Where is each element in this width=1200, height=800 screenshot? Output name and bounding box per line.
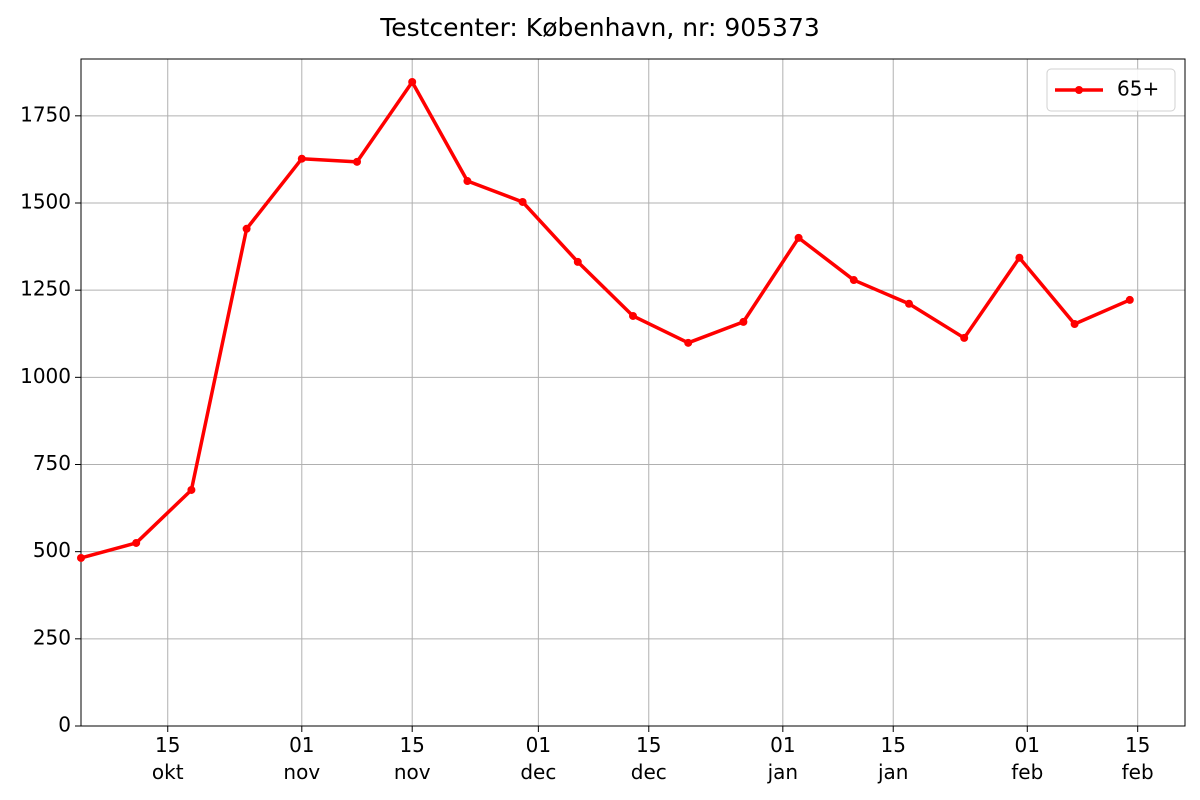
data-point [242,224,251,233]
y-tick-label: 1750 [20,102,71,126]
x-tick-label: 01 dec [520,733,557,784]
x-tick-label: 01 jan [767,733,799,784]
data-point [297,154,306,163]
y-tick-label: 1250 [20,277,71,301]
data-point [187,485,196,494]
x-tick-label: 15 nov [393,733,431,784]
x-tick-label: 01 feb [1011,733,1044,784]
y-tick-label: 250 [33,625,71,649]
data-point [684,338,693,347]
x-tick-label: 15 jan [877,733,909,784]
data-point [573,257,582,266]
data-point [77,553,85,562]
data-point [353,157,361,166]
data-point [739,317,748,326]
y-tick-label: 750 [33,451,71,475]
series-line [80,80,1131,560]
data-point [960,333,969,342]
y-tick-label: 1000 [20,364,71,388]
data-point [1125,295,1134,304]
data-point [1015,253,1024,262]
x-tick-label: 15 feb [1121,733,1154,784]
data-point [629,311,637,320]
data-point [794,233,803,242]
data-point [132,538,141,547]
legend-box [1046,68,1176,112]
x-tick-label: 01 nov [283,733,321,784]
axes-frame [80,58,1186,727]
legend-label: 65+ [1117,77,1159,101]
data-point [408,78,417,87]
data-point [905,299,913,308]
plot-area [81,59,1185,726]
x-tick-label: 15 dec [630,733,667,784]
data-point [463,177,472,186]
x-tick-label: 15 okt [151,733,184,784]
data-point [1070,319,1079,328]
y-tick-label: 500 [33,538,71,562]
chart-title: Testcenter: København, nr: 905373 [379,13,820,42]
legend-marker [1075,86,1083,94]
y-tick-label: 0 [58,713,71,737]
y-tick-label: 1500 [20,189,71,213]
data-point [518,197,527,206]
data-point [849,276,858,285]
